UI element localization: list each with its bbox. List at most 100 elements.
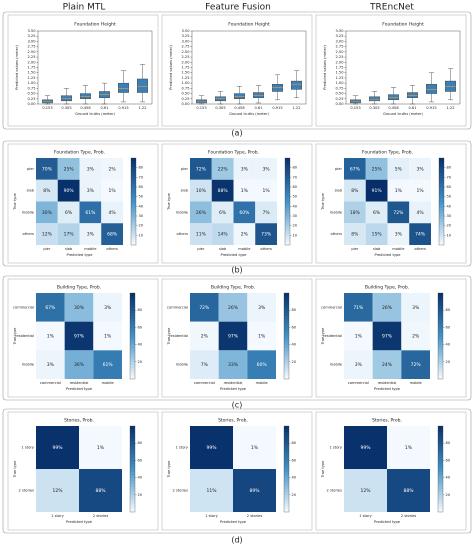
colorbar-step xyxy=(130,295,135,300)
colorbar-step xyxy=(439,239,444,243)
cell-label: 22% xyxy=(218,166,229,172)
colorbar-step xyxy=(439,218,444,223)
colorbar-step xyxy=(284,321,289,325)
colorbar-step xyxy=(284,431,289,435)
panel-label: (a) xyxy=(231,129,242,138)
y-tick-label: 1.75 xyxy=(181,66,189,70)
colorbar-tick-label: 80 xyxy=(139,166,144,170)
colorbar-step xyxy=(130,509,135,513)
box xyxy=(196,99,207,104)
y-tick-label: 2.75 xyxy=(335,45,343,49)
colorbar-step xyxy=(285,224,290,228)
colorbar-step xyxy=(130,327,135,331)
colorbar-step xyxy=(284,341,289,345)
y-tick-label: 0.75 xyxy=(335,86,343,90)
y-tick-label: 2.25 xyxy=(181,55,189,59)
colorbar-step xyxy=(284,361,289,365)
box xyxy=(137,78,148,93)
colorbar-step xyxy=(285,198,290,202)
colorbar-step xyxy=(438,301,443,305)
heatmap-cell xyxy=(344,321,373,351)
colorbar-step xyxy=(284,471,289,476)
heatmap-cell xyxy=(218,293,248,322)
colorbar-tick-label: 70 xyxy=(293,175,298,179)
colorbar-tick-label: 60 xyxy=(139,185,144,189)
heatmap-cell xyxy=(365,201,388,224)
cell-label: 73% xyxy=(261,232,272,238)
heatmap-cell xyxy=(218,350,248,379)
colorbar-step xyxy=(438,318,443,322)
cell-label: 99% xyxy=(52,445,63,451)
panel-label: (b) xyxy=(231,266,242,275)
colorbar-step xyxy=(130,428,135,433)
colorbar-step xyxy=(284,474,289,478)
colorbar-step xyxy=(284,295,289,300)
colorbar-step xyxy=(131,218,136,223)
colorbar-tick-label: 50 xyxy=(139,195,144,199)
colorbar-step xyxy=(131,233,136,237)
colorbar-step xyxy=(284,310,289,314)
colorbar-step xyxy=(130,336,135,340)
colorbar-step xyxy=(131,160,136,165)
colorbar-step xyxy=(284,477,289,481)
colorbar-step xyxy=(438,437,443,441)
colorbar-step xyxy=(438,431,443,435)
colorbar-step xyxy=(130,330,135,334)
colorbar-tick-label: 20 xyxy=(138,360,143,364)
colorbar-step xyxy=(285,201,290,205)
colorbar-step xyxy=(284,293,289,297)
cell-label: 1% xyxy=(97,445,105,451)
heatmap-cell xyxy=(255,223,277,245)
colorbar-tick-label: 20 xyxy=(447,224,452,228)
colorbar-step xyxy=(130,463,135,467)
colorbar-step xyxy=(131,181,136,185)
colorbar-step xyxy=(284,480,289,484)
colorbar-step xyxy=(438,313,443,317)
cell-label: 24% xyxy=(382,362,393,368)
column-header: TREncNet xyxy=(369,3,414,13)
box xyxy=(80,93,91,99)
heatmap-cell xyxy=(36,179,58,202)
y-axis-label: True type xyxy=(167,327,171,346)
colorbar-step xyxy=(285,207,290,211)
colorbar-step xyxy=(285,175,290,179)
heatmap-cell xyxy=(36,350,65,379)
colorbar-step xyxy=(439,160,444,165)
cell-label: 3% xyxy=(87,188,95,194)
heatmap-cell xyxy=(365,158,388,180)
cell-label: 1% xyxy=(355,334,363,340)
x-tick-label: pier xyxy=(197,247,204,251)
colorbar-step xyxy=(130,440,135,444)
colorbar-step xyxy=(130,341,135,345)
colorbar-step xyxy=(439,181,444,185)
y-tick-label: 2 stories xyxy=(19,489,35,493)
chart-title: Stories, Prob. xyxy=(372,418,402,424)
colorbar-step xyxy=(285,169,290,173)
heatmap-cell xyxy=(79,426,122,469)
colorbar-tick-label: 40 xyxy=(292,476,297,480)
colorbar-tick-label: 70 xyxy=(139,175,144,179)
colorbar-step xyxy=(439,172,444,176)
heatmap-cell xyxy=(255,158,277,180)
colorbar-step xyxy=(130,480,135,484)
x-tick-label: pier xyxy=(351,247,358,251)
colorbar-step xyxy=(439,224,444,228)
cell-label: 17% xyxy=(64,232,75,238)
colorbar-step xyxy=(130,338,135,343)
heatmap-cell xyxy=(218,321,248,351)
x-tick-label: 2 stories xyxy=(247,514,263,518)
colorbar-tick-label: 40 xyxy=(292,343,297,347)
y-tick-label: commercial xyxy=(167,305,188,309)
x-tick-label: commercial xyxy=(348,381,369,385)
cell-label: 67% xyxy=(45,305,56,311)
cell-label: 1% xyxy=(109,188,117,194)
colorbar-step xyxy=(131,207,136,211)
y-tick-label: mobile xyxy=(330,210,343,214)
colorbar-step xyxy=(130,494,135,498)
y-tick-label: 1.00 xyxy=(181,81,190,85)
colorbar-frame xyxy=(438,157,445,246)
colorbar-step xyxy=(285,166,290,170)
colorbar-step xyxy=(130,361,135,365)
colorbar-tick-label: 60 xyxy=(446,325,451,329)
colorbar-step xyxy=(130,489,135,493)
